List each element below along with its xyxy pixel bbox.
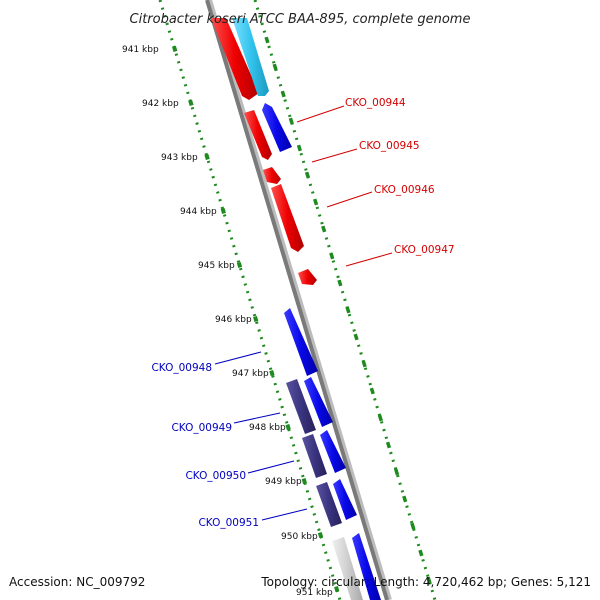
- accession-text: Accession: NC_009792: [9, 575, 146, 589]
- gene-label-leader: [261, 508, 308, 521]
- scale-label: 951 kbp: [296, 588, 333, 598]
- gene-arrow-reverse-dark: [286, 379, 316, 434]
- gene-labels: CKO_00944 CKO_00945 CKO_00946 CKO_00947 …: [151, 97, 454, 529]
- scale-major-tick: [253, 316, 259, 322]
- scale-label: 942 kbp: [142, 99, 179, 109]
- scale-label: 950 kbp: [281, 532, 318, 542]
- gene-arrow-forward: [271, 184, 304, 252]
- scale-minor-tick: [394, 468, 400, 476]
- gene-label-cko-00945[interactable]: CKO_00945: [359, 140, 420, 152]
- scale-major-tick: [172, 46, 178, 52]
- gene-arrow-forward: [263, 167, 281, 184]
- scale-major-tick: [269, 370, 275, 376]
- scale-major-tick: [188, 100, 194, 106]
- scale-major-tick: [220, 208, 226, 214]
- scale-label: 949 kbp: [265, 477, 302, 487]
- gene-label-cko-00947[interactable]: CKO_00947: [394, 244, 455, 256]
- gene-arrow-reverse-dark: [316, 482, 342, 527]
- scale-minor-tick: [288, 117, 294, 125]
- gene-label-leader: [296, 105, 345, 123]
- gene-label-leader: [311, 148, 358, 163]
- scale-minor-tick: [264, 36, 270, 44]
- gene-arrow-forward: [211, 18, 259, 100]
- gene-arrow-reverse: [284, 308, 318, 376]
- gene-label-cko-00946[interactable]: CKO_00946: [374, 184, 435, 196]
- gene-arrow-forward: [298, 269, 317, 285]
- gene-label-cko-00944[interactable]: CKO_00944: [345, 97, 406, 109]
- scale-minor-tick: [385, 441, 392, 449]
- scale-label: 943 kbp: [161, 153, 198, 163]
- gene-label-cko-00951[interactable]: CKO_00951: [198, 517, 259, 529]
- scale-major-tick: [204, 154, 210, 160]
- scale-minor-tick: [304, 171, 311, 179]
- gene-arrow-reverse: [333, 479, 357, 520]
- scale-ring-outer: [253, 0, 437, 600]
- scale-minor-tick: [418, 549, 424, 557]
- gene-label-leader: [214, 351, 262, 365]
- topology-text: Topology: circular; Length: 4,720,462 bp…: [261, 575, 591, 589]
- scale-minor-tick: [353, 333, 359, 341]
- scale-major-tick: [236, 262, 243, 268]
- gene-label-leader: [345, 252, 393, 267]
- scale-major-ticks: [172, 46, 340, 592]
- scale-minor-tick: [345, 306, 351, 314]
- gene-label-leader: [233, 412, 281, 424]
- scale-minor-tick: [377, 414, 383, 422]
- pseudo-gene-arrow: [332, 537, 363, 600]
- scale-outer-ticks: [264, 36, 432, 584]
- gene-arrow-reverse: [320, 430, 346, 473]
- gene-arrow-reverse: [352, 533, 381, 600]
- scale-labels: 941 kbp 942 kbp 943 kbp 944 kbp 945 kbp …: [122, 45, 333, 598]
- gene-arrow-reverse: [304, 377, 333, 427]
- scale-minor-tick: [329, 252, 335, 260]
- scale-label: 947 kbp: [232, 369, 269, 379]
- scale-ring-inner: [158, 0, 342, 600]
- scale-label: 945 kbp: [198, 261, 235, 271]
- scale-minor-tick: [296, 144, 302, 152]
- scale-major-tick: [301, 478, 307, 484]
- gene-label-cko-00949[interactable]: CKO_00949: [171, 422, 232, 434]
- rna-arrow-forward: [232, 18, 269, 96]
- scale-minor-tick: [337, 279, 343, 287]
- scale-minor-tick: [369, 387, 375, 395]
- gene-arrow-forward: [244, 110, 272, 160]
- gene-arrow-reverse: [262, 103, 292, 152]
- scale-minor-tick: [272, 63, 278, 71]
- scale-minor-tick: [280, 90, 286, 98]
- scale-minor-tick: [402, 495, 408, 503]
- scale-minor-tick: [321, 225, 327, 233]
- scale-label: 946 kbp: [215, 315, 252, 325]
- scale-minor-tick: [410, 522, 416, 530]
- scale-major-tick: [285, 424, 291, 430]
- scale-label: 948 kbp: [249, 423, 286, 433]
- scale-minor-tick: [426, 576, 432, 584]
- gene-label-leader: [247, 460, 295, 474]
- scale-major-tick: [317, 532, 324, 538]
- gene-label-leaders: [214, 105, 393, 521]
- scale-minor-tick: [361, 360, 367, 368]
- scale-minor-tick: [313, 198, 319, 206]
- scale-label: 944 kbp: [180, 207, 217, 217]
- scale-label: 941 kbp: [122, 45, 159, 55]
- gene-label-leader: [326, 191, 373, 208]
- gene-label-cko-00950[interactable]: CKO_00950: [185, 470, 246, 482]
- scale-major-tick: [334, 586, 340, 592]
- gene-label-cko-00948[interactable]: CKO_00948: [151, 362, 212, 374]
- gene-features: [211, 18, 381, 600]
- genome-backbone: [205, 0, 389, 600]
- map-title: Citrobacter koseri ATCC BAA-895, complet…: [130, 12, 471, 27]
- gene-arrow-reverse-dark: [302, 434, 327, 478]
